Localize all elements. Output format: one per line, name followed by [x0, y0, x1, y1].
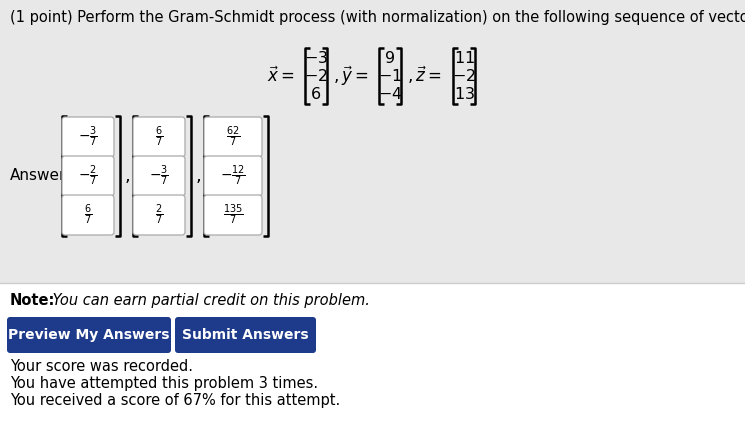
Text: $-\frac{2}{7}$: $-\frac{2}{7}$: [78, 164, 98, 188]
Text: $13$: $13$: [454, 86, 475, 102]
Text: $-2$: $-2$: [304, 68, 328, 84]
Text: $11$: $11$: [454, 50, 475, 66]
Text: You can earn partial credit on this problem.: You can earn partial credit on this prob…: [48, 293, 370, 308]
Text: $-2$: $-2$: [452, 68, 476, 84]
Text: $9$: $9$: [384, 50, 396, 66]
FancyBboxPatch shape: [204, 156, 262, 196]
FancyBboxPatch shape: [0, 281, 745, 446]
FancyBboxPatch shape: [133, 195, 185, 235]
Text: $\vec{z}=$: $\vec{z}=$: [415, 66, 441, 86]
Text: $\frac{2}{7}$: $\frac{2}{7}$: [155, 203, 163, 227]
FancyBboxPatch shape: [204, 195, 262, 235]
Text: ,: ,: [408, 67, 413, 85]
Text: $-4$: $-4$: [378, 86, 402, 102]
FancyBboxPatch shape: [7, 317, 171, 353]
Text: $6$: $6$: [311, 86, 322, 102]
Text: Answer:: Answer:: [10, 169, 72, 183]
Text: $-\frac{3}{7}$: $-\frac{3}{7}$: [78, 125, 98, 149]
Text: $\frac{6}{7}$: $\frac{6}{7}$: [84, 203, 92, 227]
Text: Your score was recorded.: Your score was recorded.: [10, 359, 193, 374]
FancyBboxPatch shape: [175, 317, 316, 353]
FancyBboxPatch shape: [62, 195, 114, 235]
Text: You have attempted this problem 3 times.: You have attempted this problem 3 times.: [10, 376, 318, 391]
Text: Preview My Answers: Preview My Answers: [8, 328, 170, 342]
FancyBboxPatch shape: [62, 117, 114, 157]
Text: $-\frac{3}{7}$: $-\frac{3}{7}$: [149, 164, 169, 188]
Text: $\frac{135}{7}$: $\frac{135}{7}$: [223, 203, 244, 227]
FancyBboxPatch shape: [133, 156, 185, 196]
FancyBboxPatch shape: [204, 117, 262, 157]
Text: $\frac{62}{7}$: $\frac{62}{7}$: [226, 125, 240, 149]
Text: ,: ,: [125, 167, 131, 185]
Text: (1 point) Perform the Gram-Schmidt process (with normalization) on the following: (1 point) Perform the Gram-Schmidt proce…: [10, 10, 745, 25]
Text: Submit Answers: Submit Answers: [183, 328, 309, 342]
Text: $\vec{x}=$: $\vec{x}=$: [267, 66, 294, 86]
Text: ,: ,: [196, 167, 202, 185]
Text: $\frac{6}{7}$: $\frac{6}{7}$: [155, 125, 163, 149]
FancyBboxPatch shape: [0, 0, 745, 283]
Text: Note:: Note:: [10, 293, 55, 308]
Text: $-\frac{12}{7}$: $-\frac{12}{7}$: [220, 164, 246, 188]
Text: $-3$: $-3$: [304, 50, 328, 66]
Text: ,: ,: [334, 67, 340, 85]
FancyBboxPatch shape: [62, 156, 114, 196]
Text: $-1$: $-1$: [378, 68, 402, 84]
Text: You received a score of 67% for this attempt.: You received a score of 67% for this att…: [10, 393, 340, 408]
FancyBboxPatch shape: [133, 117, 185, 157]
Text: $\vec{y}=$: $\vec{y}=$: [341, 64, 369, 88]
